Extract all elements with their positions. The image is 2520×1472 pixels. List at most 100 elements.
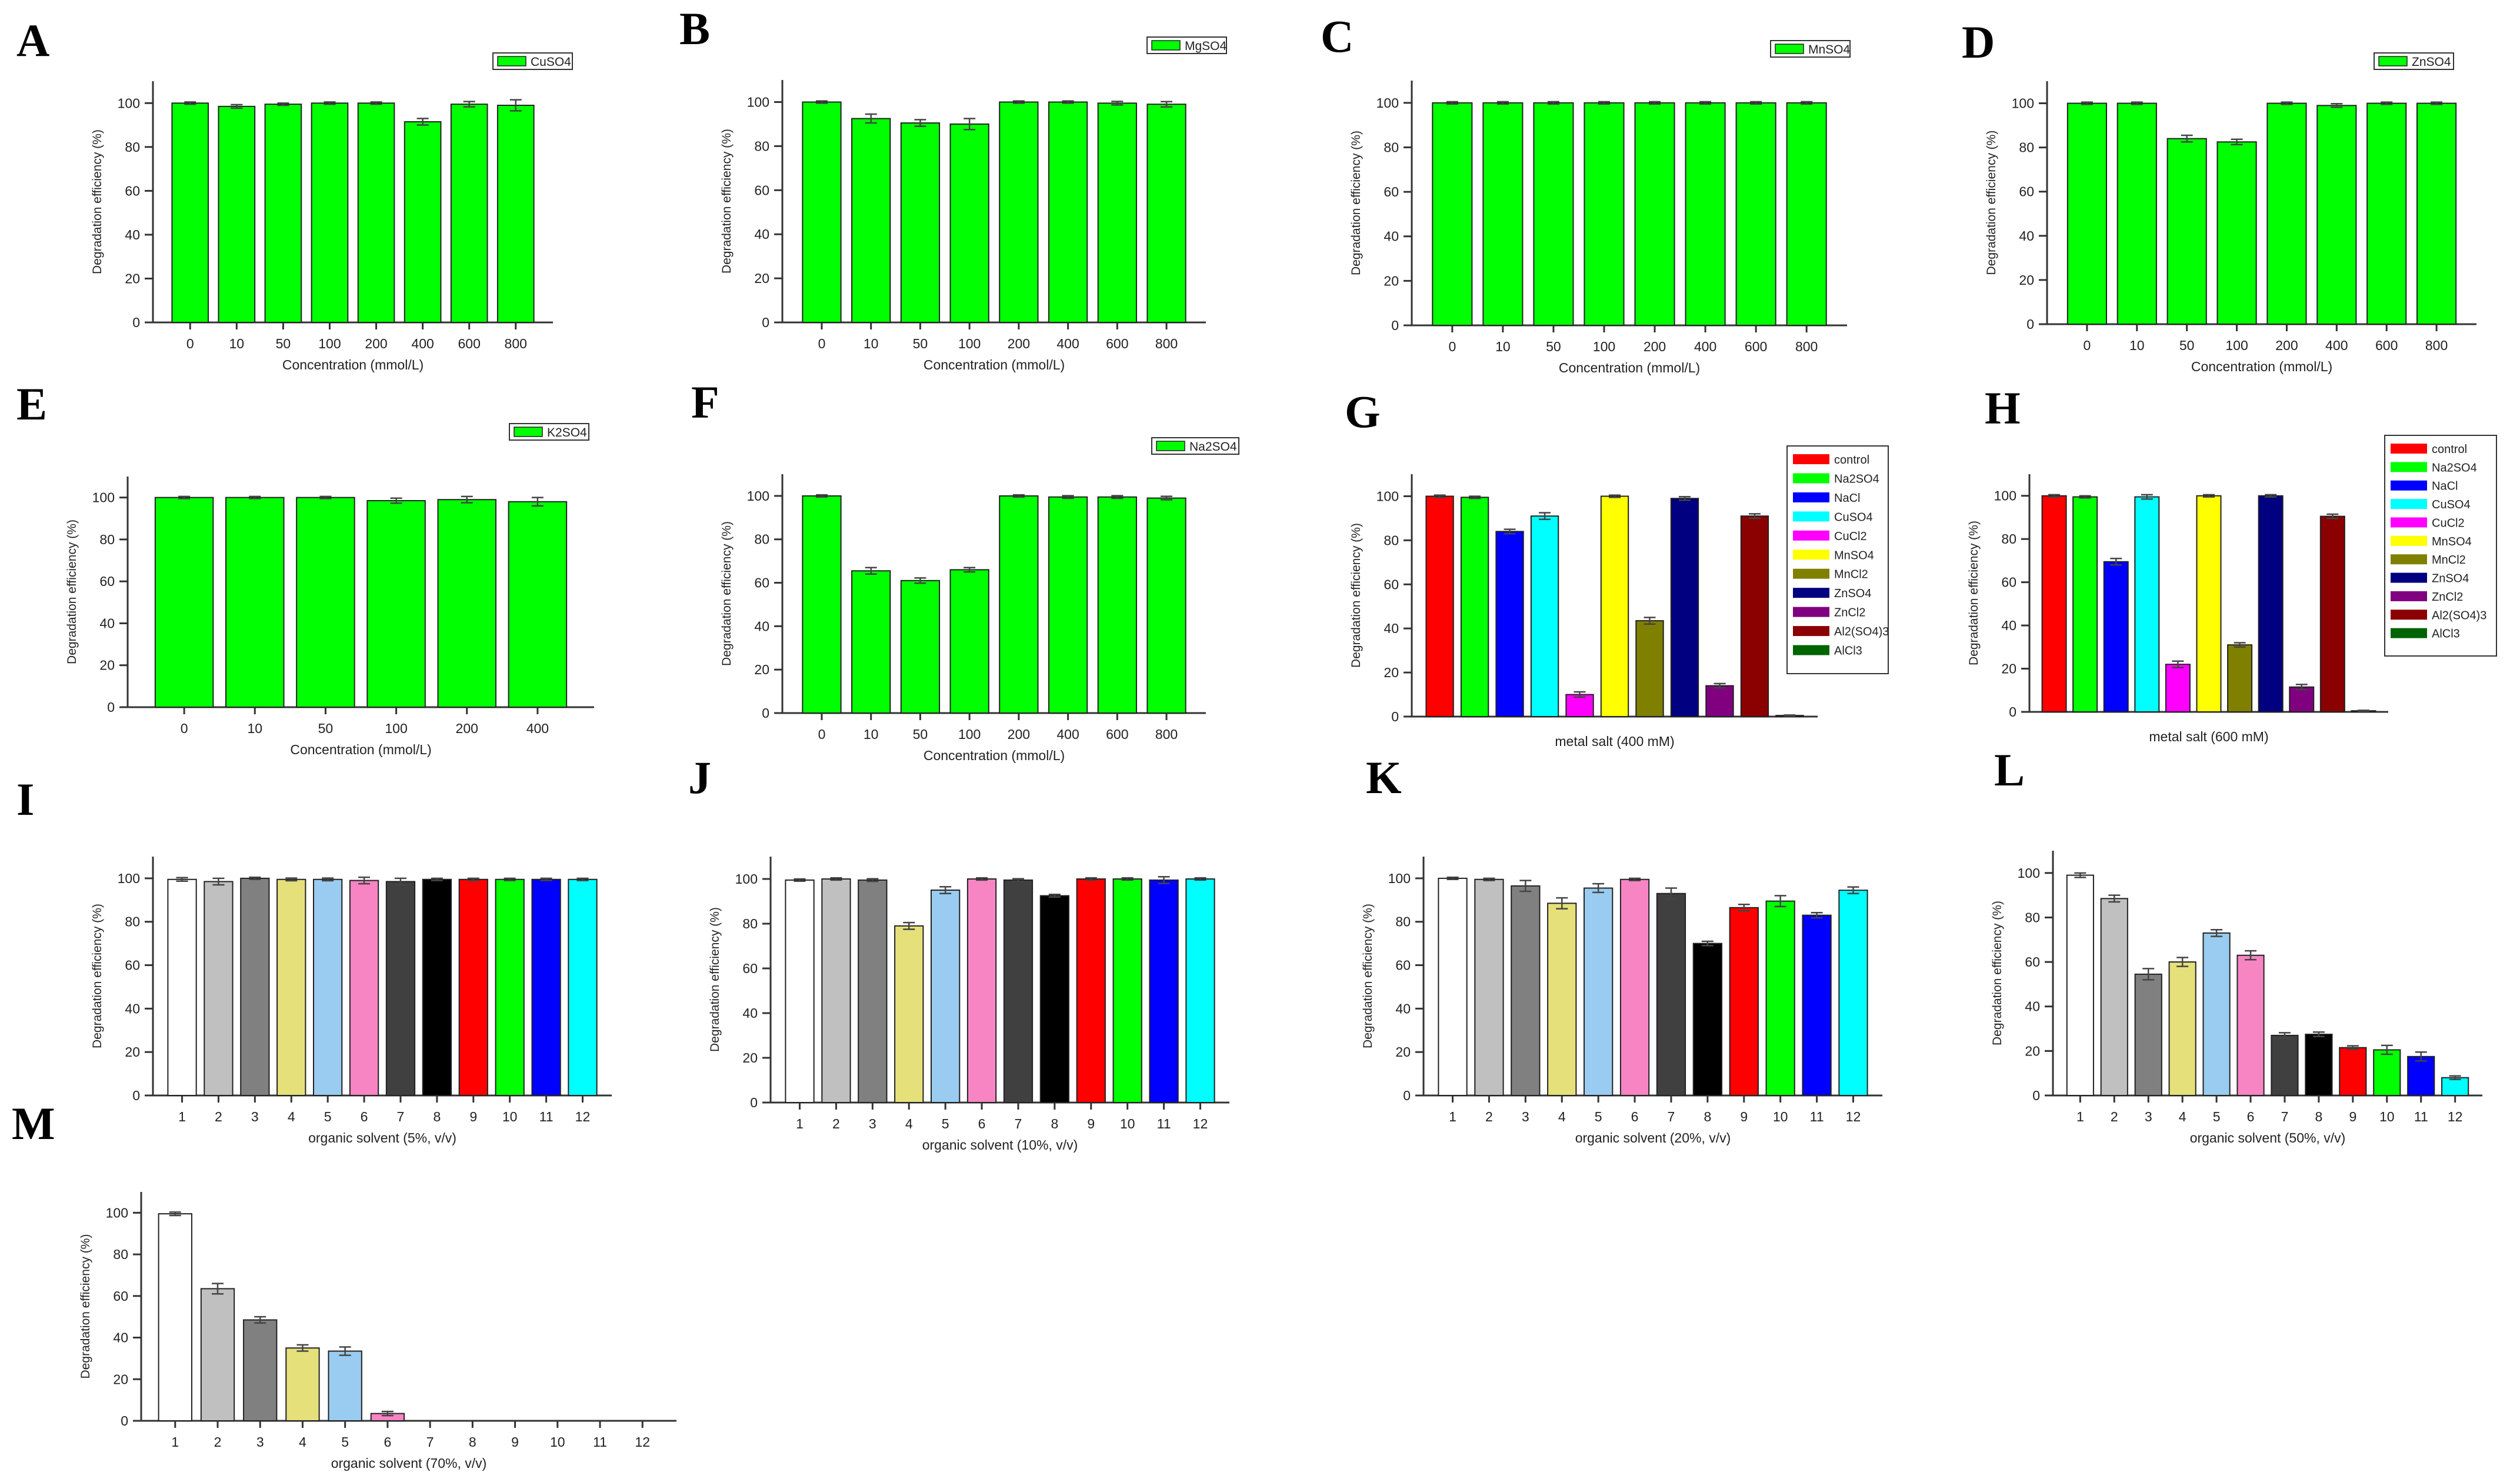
panel-l: L 0 20 40 60 80 100 Degradation efficiency (%) 1… — [1991, 744, 2482, 1145]
legend-swatch — [1793, 473, 1829, 484]
y-tick-label: 100 — [747, 488, 769, 504]
panel-j: J 0 20 40 60 80 100 Degradation efficiency (%) 1… — [688, 752, 1229, 1153]
x-tick-label: 12 — [635, 1434, 650, 1450]
bar-h-6 — [2196, 495, 2222, 713]
bar-f-2 — [851, 570, 891, 714]
x-tick-label: 4 — [1558, 1109, 1566, 1124]
legend-label: AlCl3 — [1834, 645, 1862, 658]
x-tick-label: 100 — [1593, 339, 1615, 354]
legend-label: MnCl2 — [1834, 568, 1868, 581]
bar-g-6 — [1600, 495, 1629, 717]
bar-h-4 — [2134, 496, 2160, 713]
bar-f-5 — [999, 495, 1039, 714]
legend-label: Al2(SO4)3 — [2432, 609, 2486, 622]
bar-j-1 — [785, 879, 815, 1104]
legend-label: MnSO4 — [1808, 43, 1851, 56]
legend-swatch — [1793, 626, 1829, 637]
bar-m-1 — [158, 1213, 192, 1422]
x-tick-label: 50 — [1546, 339, 1561, 354]
legend-label: MnSO4 — [2432, 535, 2472, 548]
bar-a-1 — [171, 102, 209, 323]
x-tick-label: 10 — [1120, 1116, 1135, 1131]
y-tick-label: 60 — [2019, 184, 2034, 199]
bar-l-4 — [2168, 961, 2196, 1097]
x-axis-label: metal salt (400 mM) — [1555, 734, 1674, 749]
y-tick-label: 40 — [125, 1001, 140, 1016]
y-tick-label: 60 — [742, 961, 758, 976]
panel-letter: C — [1321, 11, 1354, 62]
x-tick-label: 400 — [2325, 338, 2348, 353]
y-axis-label: Degradation efficiency (%) — [79, 1234, 92, 1379]
y-tick-label: 40 — [2019, 228, 2034, 244]
bar-h-2 — [2072, 496, 2098, 713]
x-tick-label: 3 — [869, 1116, 876, 1131]
x-tick-label: 10 — [864, 336, 879, 351]
panel-letter: A — [16, 15, 49, 66]
bar-i-5 — [313, 878, 343, 1096]
legend-swatch — [1151, 40, 1181, 51]
bar-i-1 — [167, 878, 197, 1096]
bar-l-2 — [2100, 898, 2128, 1096]
bar-h-9 — [2289, 686, 2315, 713]
x-tick-label: 8 — [1704, 1109, 1711, 1124]
bar-i-6 — [349, 880, 379, 1096]
x-axis-label: Concentration (mmol/L) — [1559, 360, 1700, 375]
bar-k-10 — [1765, 900, 1795, 1097]
x-tick-label: 50 — [2179, 338, 2195, 353]
y-tick-label: 80 — [742, 916, 758, 931]
bar-l-1 — [2066, 874, 2094, 1096]
bar-g-5 — [1565, 694, 1594, 717]
panel-letter: L — [1994, 744, 2025, 795]
panel-h: H 0 20 40 60 80 100 Degradation efficiency (%) m… — [1967, 382, 2497, 744]
y-tick-label: 100 — [2012, 96, 2034, 111]
bar-d-2 — [2116, 102, 2157, 325]
legend-label: MgSO4 — [1185, 39, 1227, 53]
x-tick-label: 10 — [1773, 1109, 1788, 1124]
y-tick-label: 0 — [2009, 704, 2016, 720]
bar-a-3 — [264, 104, 302, 324]
y-tick-label: 20 — [99, 658, 115, 673]
y-tick-label: 60 — [113, 1288, 128, 1304]
x-tick-label: 12 — [575, 1109, 591, 1124]
y-tick-label: 0 — [1391, 709, 1399, 724]
x-tick-label: 200 — [2275, 338, 2298, 353]
x-tick-label: 1 — [796, 1116, 804, 1131]
bar-f-6 — [1048, 496, 1088, 714]
y-tick-label: 40 — [113, 1330, 128, 1346]
y-tick-label: 100 — [92, 490, 115, 505]
x-tick-label: 400 — [526, 721, 549, 736]
bar-l-8 — [2305, 1034, 2333, 1096]
bar-e-2 — [225, 497, 285, 708]
bar-a-2 — [218, 105, 256, 323]
legend-label: AlCl3 — [2432, 628, 2460, 641]
bar-l-6 — [2236, 954, 2265, 1097]
bar-g-2 — [1460, 497, 1489, 717]
x-tick-label: 8 — [433, 1109, 441, 1124]
x-tick-label: 7 — [1668, 1109, 1675, 1124]
bar-k-9 — [1729, 907, 1759, 1096]
y-tick-label: 20 — [1395, 1044, 1411, 1060]
bar-h-1 — [2041, 495, 2067, 713]
panel-letter: G — [1345, 386, 1381, 437]
x-axis-label: metal salt (600 mM) — [2149, 729, 2268, 744]
bar-d-6 — [2316, 105, 2357, 325]
bar-l-11 — [2407, 1055, 2435, 1097]
y-axis-label: Degradation efficiency (%) — [1361, 904, 1375, 1048]
y-tick-label: 100 — [747, 94, 769, 109]
x-tick-label: 1 — [1449, 1109, 1456, 1124]
y-tick-label: 40 — [2025, 999, 2040, 1014]
x-tick-label: 9 — [469, 1109, 477, 1124]
x-tick-label: 10 — [502, 1109, 518, 1124]
bar-b-2 — [851, 118, 891, 324]
bar-l-10 — [2373, 1049, 2401, 1097]
bar-j-7 — [1003, 879, 1034, 1104]
y-tick-label: 0 — [762, 705, 769, 721]
y-tick-label: 0 — [1391, 318, 1399, 333]
bar-b-4 — [949, 123, 989, 323]
x-tick-label: 4 — [905, 1116, 913, 1131]
legend-label: NaCl — [2432, 480, 2458, 493]
legend-swatch — [514, 427, 543, 437]
bar-j-6 — [966, 878, 997, 1103]
bar-f-4 — [949, 569, 989, 714]
y-axis-label: Degradation efficiency (%) — [1985, 131, 1998, 275]
